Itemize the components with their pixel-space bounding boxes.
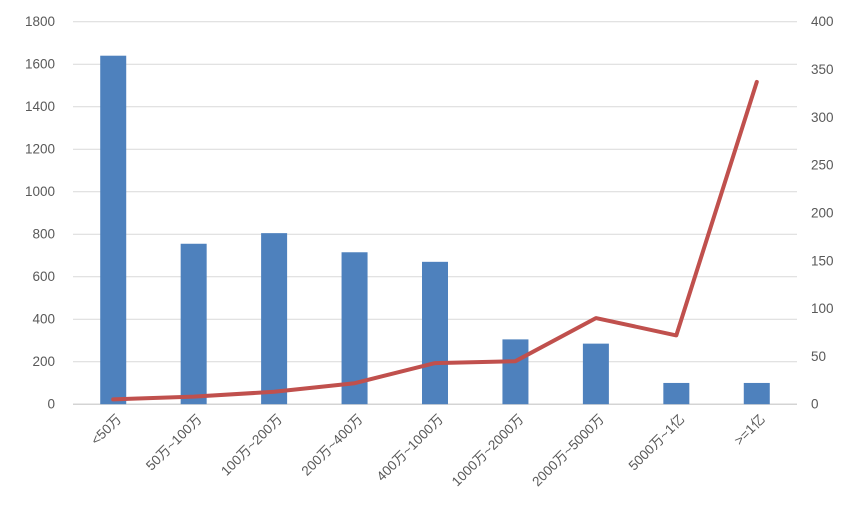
y-axis-right-tick-label: 150 [811,253,834,268]
bar [422,261,448,405]
trend-line [111,79,759,402]
y-axis-left-tick-label: 1800 [25,14,55,29]
y-axis-left-tick-label: 1200 [25,142,55,157]
y-axis-right-tick-label: 400 [811,14,834,29]
y-axis-left-tick-label: 1600 [25,57,55,72]
y-axis-right-tick-label: 250 [811,158,834,173]
bar [180,243,207,405]
bar [502,339,529,405]
y-axis-right-tick-label: 300 [811,110,834,125]
bar [261,233,288,405]
y-axis-left-tick-label: 200 [32,354,55,369]
y-axis-left-tick-label: 0 [47,397,55,412]
bar [341,252,368,405]
y-axis-right-tick-label: 50 [811,349,826,364]
y-axis-left-tick-label: 1000 [25,184,55,199]
bar [582,343,609,405]
y-axis-right-tick-label: 350 [811,62,834,77]
y-axis-left-tick-label: 400 [32,312,55,327]
bar [743,382,770,405]
bar [100,55,127,405]
y-axis-right-tick-label: 100 [811,301,834,316]
y-axis-left-tick-label: 1400 [25,99,55,114]
y-axis-right-tick-label: 200 [811,205,834,220]
bar [663,382,690,405]
y-axis-left-tick-label: 600 [32,269,55,284]
y-axis-left-tick-label: 800 [32,227,55,242]
y-axis-right-tick-label: 0 [811,397,819,412]
